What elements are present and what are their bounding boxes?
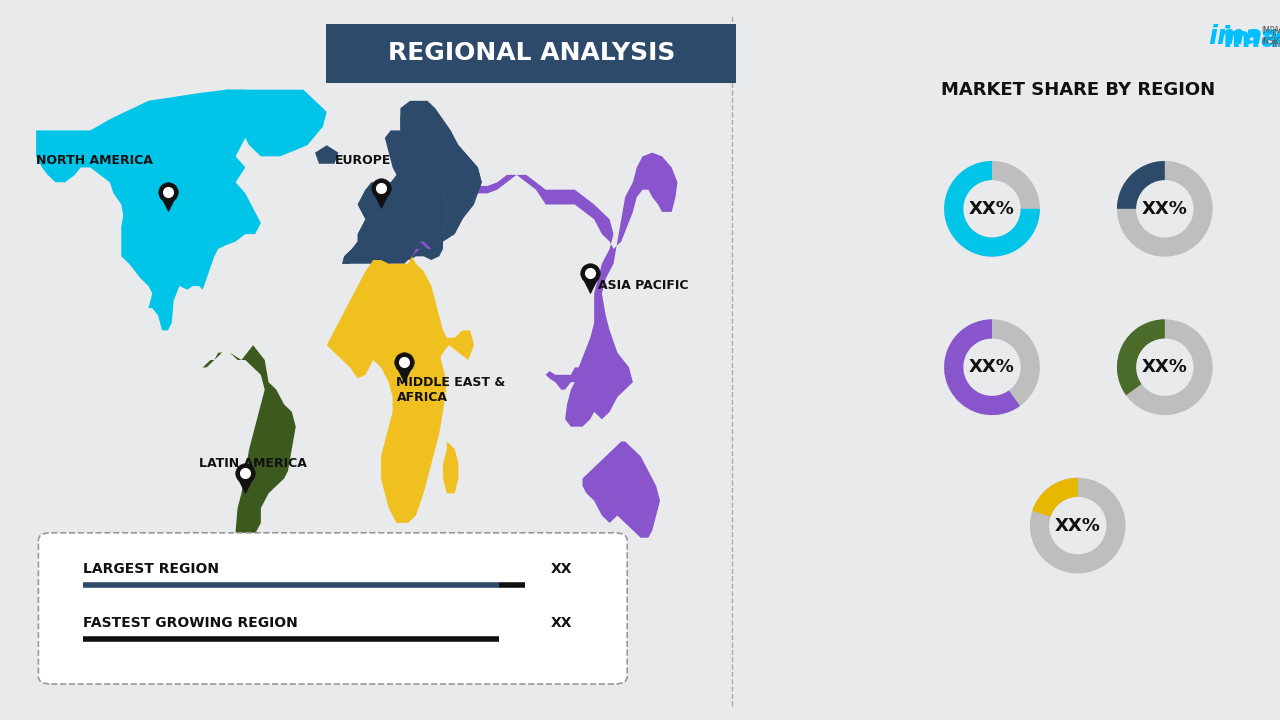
Text: MARKET SHARE BY REGION: MARKET SHARE BY REGION [941, 81, 1215, 99]
Text: LATIN AMERICA: LATIN AMERICA [198, 457, 307, 470]
Text: XX%: XX% [969, 200, 1015, 218]
Wedge shape [1117, 161, 1212, 256]
Polygon shape [401, 101, 481, 249]
Polygon shape [404, 256, 474, 360]
Text: imarc: imarc [1208, 24, 1280, 50]
Text: XX: XX [550, 562, 572, 576]
Text: XX%: XX% [1142, 358, 1188, 376]
Polygon shape [342, 130, 451, 264]
Wedge shape [1117, 161, 1165, 209]
Text: imarc: imarc [1222, 25, 1280, 53]
Polygon shape [401, 101, 481, 227]
Text: XX%: XX% [969, 358, 1015, 376]
Wedge shape [945, 161, 1039, 256]
FancyBboxPatch shape [326, 24, 736, 83]
Polygon shape [545, 353, 598, 390]
Wedge shape [1032, 478, 1078, 517]
Wedge shape [1117, 320, 1212, 415]
Bar [732, 0, 1280, 720]
Polygon shape [412, 153, 677, 427]
Wedge shape [1030, 478, 1125, 573]
Text: XX: XX [550, 616, 572, 630]
Polygon shape [342, 130, 447, 267]
Polygon shape [202, 345, 296, 597]
Polygon shape [582, 441, 660, 538]
FancyBboxPatch shape [38, 533, 627, 684]
Polygon shape [315, 145, 338, 163]
Polygon shape [227, 90, 326, 156]
Wedge shape [945, 320, 1020, 415]
Polygon shape [326, 260, 447, 523]
Text: NORTH AMERICA: NORTH AMERICA [36, 153, 152, 166]
Text: IMPACTFUL
 INSIGHTS: IMPACTFUL INSIGHTS [1270, 30, 1280, 48]
Text: REGIONAL ANALYSIS: REGIONAL ANALYSIS [388, 41, 675, 66]
Text: ASIA PACIFIC: ASIA PACIFIC [598, 279, 689, 292]
Text: XX%: XX% [1142, 200, 1188, 218]
Polygon shape [36, 90, 261, 330]
Wedge shape [945, 161, 1039, 256]
Text: XX%: XX% [1055, 516, 1101, 534]
Text: INSIGHTS: INSIGHTS [1261, 37, 1280, 46]
Text: IMPACTFUL: IMPACTFUL [1261, 26, 1280, 35]
Polygon shape [443, 441, 458, 493]
Wedge shape [1117, 320, 1165, 395]
Wedge shape [945, 320, 1039, 415]
Text: FASTEST GROWING REGION: FASTEST GROWING REGION [83, 616, 298, 630]
Text: MIDDLE EAST &
AFRICA: MIDDLE EAST & AFRICA [397, 376, 506, 404]
Text: LARGEST REGION: LARGEST REGION [83, 562, 219, 576]
Text: EUROPE: EUROPE [334, 153, 390, 166]
